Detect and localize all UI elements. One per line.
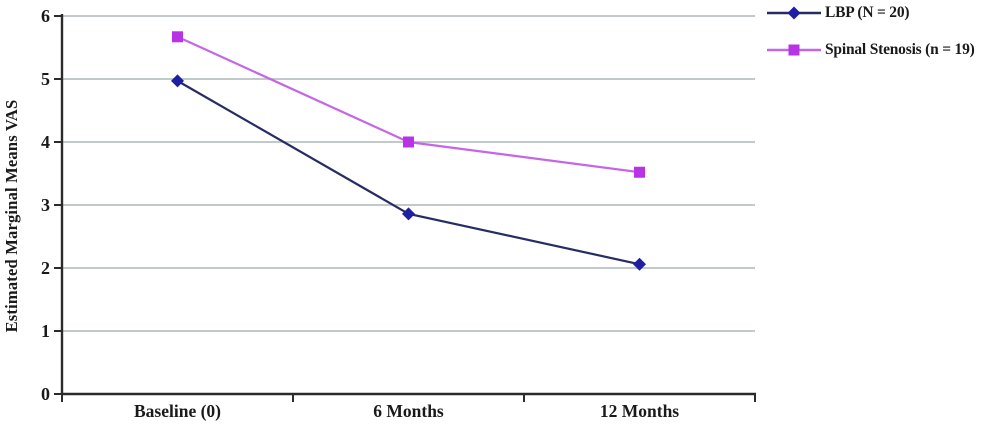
spinal-stenosis-series-swatch-icon xyxy=(767,44,821,56)
y-tick-label: 4 xyxy=(41,132,50,152)
data-point-marker-square xyxy=(634,166,645,178)
data-point-marker-diamond xyxy=(402,207,415,221)
series-line-1 xyxy=(177,35,640,174)
legend: LBP (N = 20) Spinal Stenosis (n = 19) xyxy=(766,2,975,61)
x-category-label: 12 Months xyxy=(599,401,680,421)
series-line-0 xyxy=(176,79,640,266)
legend-label-lbp: LBP (N = 20) xyxy=(825,4,910,21)
y-tick-label: 3 xyxy=(41,195,50,215)
data-point-marker-square xyxy=(172,31,183,43)
y-tick-label: 0 xyxy=(41,384,50,404)
data-point-marker-diamond xyxy=(787,6,801,20)
data-point-marker-square xyxy=(788,44,800,56)
data-point-marker-square xyxy=(403,136,414,148)
y-tick-label: 1 xyxy=(41,321,50,341)
data-point-marker-diamond xyxy=(171,74,184,88)
y-tick-label: 5 xyxy=(41,69,50,89)
legend-label-spinal-stenosis: Spinal Stenosis (n = 19) xyxy=(825,41,975,58)
x-category-label: Baseline (0) xyxy=(133,401,221,421)
data-point-marker-diamond xyxy=(633,257,646,271)
legend-item-spinal-stenosis: Spinal Stenosis (n = 19) xyxy=(766,39,975,61)
lbp-series-swatch-icon xyxy=(767,6,821,20)
y-tick-label: 6 xyxy=(41,6,50,26)
y-tick-label: 2 xyxy=(41,258,50,278)
x-category-label: 6 Months xyxy=(373,401,444,421)
legend-item-lbp: LBP (N = 20) xyxy=(766,2,975,24)
